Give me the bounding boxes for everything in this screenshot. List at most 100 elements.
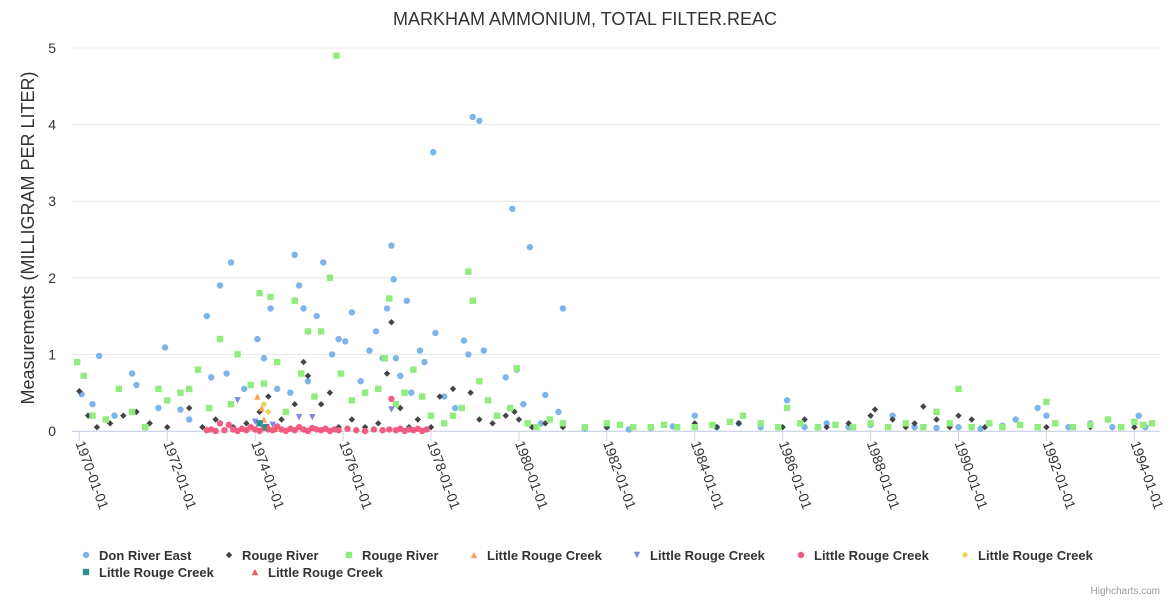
series-2 (73, 52, 1156, 431)
data-point (386, 426, 393, 433)
data-point (216, 420, 224, 427)
data-point (410, 366, 417, 373)
legend-label: Little Rouge Creek (268, 565, 384, 580)
data-point (388, 395, 395, 403)
data-point (581, 423, 589, 431)
data-point (267, 293, 274, 301)
data-point (968, 416, 975, 423)
data-point (469, 113, 476, 121)
legend-label: Rouge River (242, 548, 319, 563)
data-point (401, 389, 408, 396)
data-point (489, 420, 496, 427)
data-point (353, 427, 360, 434)
data-point (465, 351, 472, 358)
credits-link[interactable]: Highcharts.com (1091, 586, 1160, 597)
data-point (493, 412, 501, 419)
data-point (458, 404, 465, 412)
data-point (164, 423, 171, 431)
data-point (1069, 423, 1077, 431)
legend-symbol (961, 551, 969, 559)
legend-label: Little Rouge Creek (978, 548, 1094, 563)
data-point (370, 426, 378, 433)
data-point (509, 205, 516, 213)
data-point (212, 416, 219, 423)
data-point (295, 414, 303, 421)
data-point (946, 420, 953, 427)
data-point (513, 364, 520, 372)
legend-item[interactable]: Rouge River (345, 548, 439, 563)
data-point (467, 389, 474, 396)
data-point (416, 347, 424, 354)
legend-symbol (633, 551, 641, 559)
data-point (388, 319, 395, 326)
data-point (1117, 423, 1125, 431)
legend-label: Little Rouge Creek (814, 548, 930, 563)
data-point (403, 297, 411, 304)
data-point (342, 338, 349, 345)
legend-item[interactable]: Rouge River (225, 548, 319, 563)
data-point (155, 385, 162, 393)
data-point (469, 297, 476, 304)
legend-item[interactable]: Don River East (82, 548, 192, 563)
legend-label: Don River East (99, 548, 192, 563)
data-point (273, 385, 281, 393)
legend-item[interactable]: Little Rouge Creek (633, 548, 766, 563)
data-point (186, 404, 193, 412)
x-tick-label: 1992-01-01 (1040, 439, 1080, 512)
data-point (526, 243, 534, 251)
data-point (265, 408, 272, 416)
data-point (133, 381, 140, 389)
data-point (986, 420, 993, 427)
data-point (502, 412, 509, 419)
data-point (889, 412, 896, 419)
data-point (871, 406, 879, 413)
data-point (317, 328, 325, 335)
data-point (867, 412, 874, 419)
legend-symbol (345, 551, 353, 559)
data-point (603, 420, 611, 427)
data-point (506, 404, 514, 412)
data-point (254, 393, 261, 400)
data-point (344, 425, 351, 432)
data-point (476, 378, 483, 385)
data-point (660, 421, 668, 429)
data-point (1043, 412, 1050, 419)
data-point (559, 305, 567, 312)
data-point (933, 408, 940, 416)
data-point (1034, 423, 1041, 431)
series-1 (76, 319, 1138, 431)
x-tick-label: 1974-01-01 (248, 439, 288, 512)
data-point (348, 309, 356, 316)
y-tick-label: 1 (48, 346, 56, 362)
legend-item[interactable]: Little Rouge Creek (251, 565, 384, 580)
data-point (421, 358, 428, 366)
data-point (630, 423, 637, 431)
legend-item[interactable]: Little Rouge Creek (961, 548, 1094, 563)
legend-symbol (470, 551, 478, 559)
series-8 (265, 423, 279, 432)
data-point (1034, 404, 1041, 412)
legend-symbol (797, 551, 805, 559)
data-point (260, 355, 268, 362)
legend-item[interactable]: Little Rouge Creek (82, 565, 215, 580)
x-tick-label: 1984-01-01 (688, 439, 728, 512)
data-point (304, 372, 312, 380)
data-point (102, 416, 109, 423)
x-tick-label: 1970-01-01 (73, 439, 113, 512)
data-point (375, 385, 382, 393)
data-point (1139, 421, 1147, 429)
data-point (372, 328, 380, 335)
data-point (128, 408, 136, 416)
data-point (335, 427, 342, 434)
x-tick-label: 1994-01-01 (1128, 439, 1168, 512)
y-axis: 0 1 2 3 4 5 (48, 40, 56, 439)
legend-item[interactable]: Little Rouge Creek (470, 548, 603, 563)
y-tick-label: 4 (48, 117, 56, 133)
data-point (440, 420, 448, 427)
data-point (247, 381, 254, 389)
data-point (480, 347, 487, 354)
data-point (1109, 423, 1116, 431)
data-point (381, 355, 389, 362)
data-point (726, 418, 734, 426)
legend-item[interactable]: Little Rouge Creek (797, 548, 930, 563)
